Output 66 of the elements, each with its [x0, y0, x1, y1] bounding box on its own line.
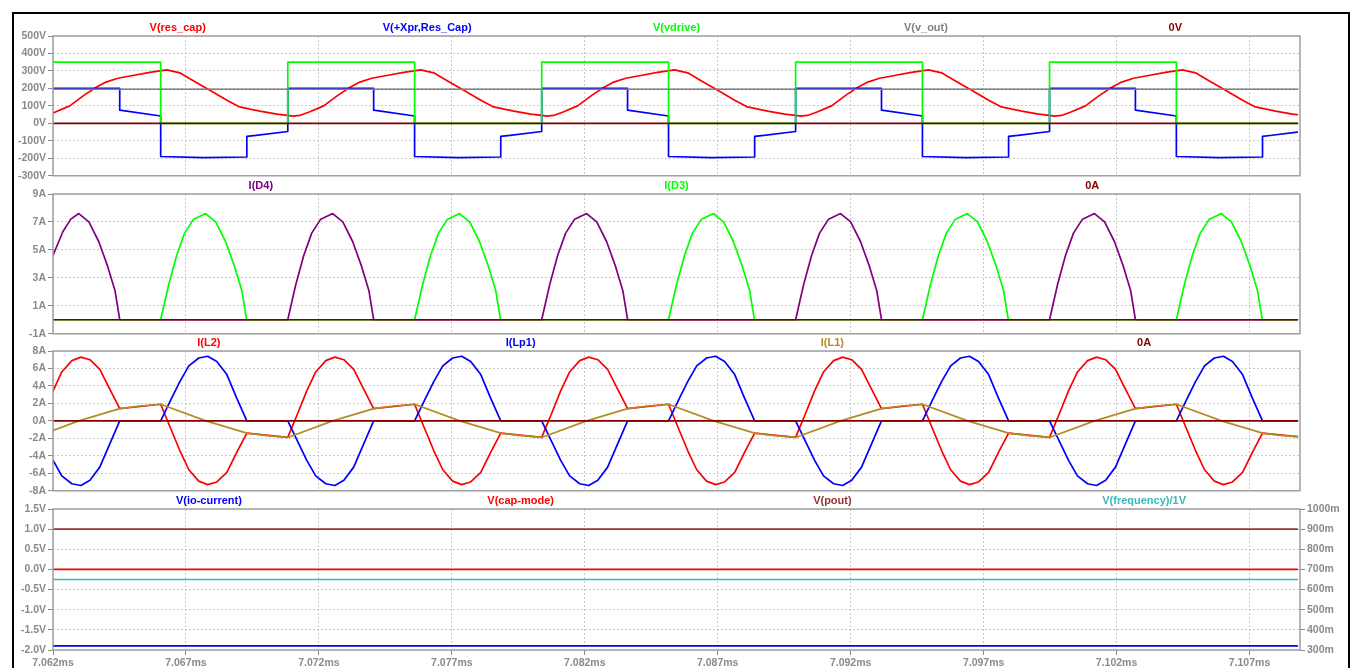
y-tick-label: -1.5V: [20, 622, 46, 635]
y2-tick-label: 300m: [1307, 642, 1334, 655]
y-tick-label: -200V: [17, 151, 46, 164]
text: I(L2): [197, 336, 221, 349]
y2-tick-label: 700m: [1307, 562, 1334, 575]
x-tick-label: 7.082ms: [564, 656, 606, 668]
y-tick-label: 5A: [32, 242, 47, 255]
x-tick-label: 7.092ms: [829, 656, 872, 668]
x-tick-label: 7.107ms: [1228, 656, 1271, 668]
text: V(res_cap): [149, 21, 207, 34]
y-tick-label: -2A: [29, 431, 47, 444]
y-tick-label: -8A: [29, 483, 47, 496]
text: V(pout): [813, 494, 852, 507]
y-tick-label: 3A: [32, 270, 47, 283]
text: V(frequency)/1V: [1102, 494, 1187, 507]
text: I(D3): [664, 179, 690, 192]
text: 0A: [1085, 179, 1100, 192]
text: V(v_out): [903, 21, 949, 34]
y-tick-label: -300V: [17, 168, 46, 181]
y-tick-label: -0.5V: [20, 582, 46, 595]
text: I(D4): [248, 179, 274, 192]
text: V(io-current): [175, 494, 243, 507]
y-tick-label: -1A: [29, 326, 47, 339]
x-tick-label: 7.077ms: [431, 656, 473, 668]
y2-tick-label: 900m: [1307, 522, 1334, 535]
y-tick-label: 1.5V: [24, 501, 46, 514]
y-tick-label: 300V: [21, 63, 46, 76]
y-tick-label: 100V: [21, 98, 46, 111]
x-tick-label: 7.097ms: [962, 656, 1005, 668]
y-tick-label: -6A: [29, 466, 47, 479]
y-tick-label: 4A: [32, 378, 47, 391]
y-tick-label: 200V: [21, 81, 46, 94]
y-tick-label: 400V: [21, 46, 46, 59]
text: 0A: [1137, 336, 1152, 349]
y-tick-label: 2A: [32, 396, 47, 409]
y-tick-label: 0A: [32, 413, 47, 426]
text: I(L1): [820, 336, 845, 349]
x-tick-label: 7.067ms: [165, 656, 207, 668]
y-tick-label: 1.0V: [24, 522, 46, 535]
y-tick-label: 7A: [32, 214, 47, 227]
text: V(+Xpr,Res_Cap): [382, 21, 472, 34]
text: I(Lp1): [505, 336, 536, 349]
y-tick-label: 500V: [21, 28, 46, 41]
text: V(vdrive): [652, 21, 701, 34]
y2-tick-label: 800m: [1307, 542, 1334, 555]
x-tick-label: 7.072ms: [298, 656, 340, 668]
y-tick-label: 1A: [32, 298, 47, 311]
y-tick-label: 6A: [32, 361, 47, 374]
y2-tick-label: 1000m: [1307, 501, 1340, 514]
x-tick-label: 7.087ms: [696, 656, 739, 668]
y-tick-label: -2.0V: [20, 642, 46, 655]
text: 0V: [1168, 21, 1183, 34]
y-tick-label: -1.0V: [20, 602, 46, 615]
y-tick-label: -100V: [17, 133, 46, 146]
y2-tick-label: 500m: [1307, 602, 1334, 615]
y-tick-label: 0.0V: [24, 562, 46, 575]
y2-tick-label: 400m: [1307, 622, 1334, 635]
x-tick-label: 7.102ms: [1095, 656, 1138, 668]
x-tick-label: 7.062ms: [32, 656, 74, 668]
y-tick-label: 8A: [32, 343, 47, 356]
text: V(cap-mode): [487, 494, 555, 507]
y-tick-label: 0.5V: [24, 542, 46, 555]
y-tick-label: 0V: [33, 116, 46, 129]
y-tick-label: -4A: [29, 448, 47, 461]
y2-tick-label: 600m: [1307, 582, 1334, 595]
y-tick-label: 9A: [32, 186, 47, 199]
